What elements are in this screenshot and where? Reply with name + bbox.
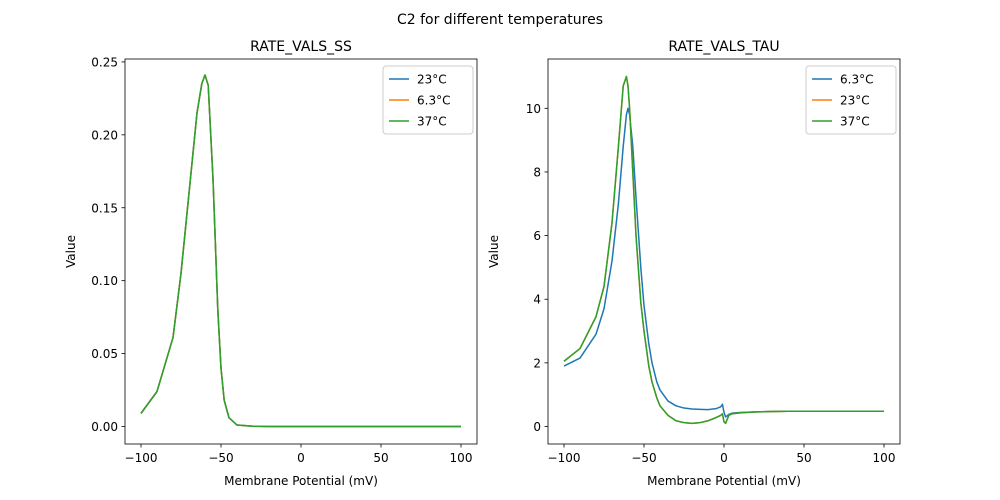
legend-label-ss-0: 23°C	[417, 73, 447, 87]
x-tick-label-ss: 50	[373, 451, 388, 465]
subplot-ss: RATE_VALS_SS Membrane Potential (mV) Val…	[64, 39, 478, 488]
y-tick-label-tau: 2	[533, 356, 541, 370]
y-tick-label-ss: 0.10	[91, 274, 118, 288]
x-tick-label-ss: −50	[208, 451, 233, 465]
subplot-ss-xlabel: Membrane Potential (mV)	[224, 474, 378, 488]
subplot-ss-title: RATE_VALS_SS	[250, 39, 352, 55]
y-tick-label-ss: 0.00	[91, 420, 118, 434]
legend-label-tau-0: 6.3°C	[840, 73, 873, 87]
subplot-ss-ylabel: Value	[64, 235, 78, 268]
subplot-tau-xlabel: Membrane Potential (mV)	[647, 474, 801, 488]
x-tick-label-tau: 100	[873, 451, 896, 465]
figure-suptitle: C2 for different temperatures	[397, 12, 603, 28]
y-tick-label-tau: 0	[533, 420, 541, 434]
x-tick-label-ss: −100	[125, 451, 158, 465]
legend-tau: 6.3°C 23°C 37°C	[805, 65, 897, 135]
x-tick-label-tau: −100	[548, 451, 581, 465]
legend-label-ss-1: 6.3°C	[417, 94, 450, 108]
series-line-tau-2	[563, 75, 884, 425]
y-tick-label-tau: 6	[533, 229, 541, 243]
y-tick-label-tau: 8	[533, 165, 541, 179]
y-tick-label-ss: 0.05	[91, 347, 118, 361]
x-tick-label-ss: 0	[297, 451, 305, 465]
y-tick-label-tau: 10	[526, 102, 541, 116]
subplot-tau: RATE_VALS_TAU Membrane Potential (mV) Va…	[487, 39, 901, 488]
x-tick-label-tau: 0	[720, 451, 728, 465]
subplot-tau-title: RATE_VALS_TAU	[668, 39, 779, 55]
legend-label-tau-1: 23°C	[840, 94, 870, 108]
legend-label-tau-2: 37°C	[840, 115, 870, 129]
y-tick-label-ss: 0.15	[91, 201, 118, 215]
legend-ss: 23°C 6.3°C 37°C	[382, 65, 474, 135]
x-tick-label-tau: −50	[631, 451, 656, 465]
legend-box-tau	[805, 65, 897, 135]
series-line-tau-0	[563, 107, 884, 418]
x-tick-label-tau: 50	[796, 451, 811, 465]
x-tick-label-ss: 100	[450, 451, 473, 465]
y-tick-label-ss: 0.25	[91, 55, 118, 69]
series-line-ss-2	[140, 74, 461, 428]
legend-box-ss	[382, 65, 474, 135]
legend-label-ss-2: 37°C	[417, 115, 447, 129]
y-tick-label-tau: 4	[533, 293, 541, 307]
subplot-tau-ylabel: Value	[487, 235, 501, 268]
y-tick-label-ss: 0.20	[91, 128, 118, 142]
